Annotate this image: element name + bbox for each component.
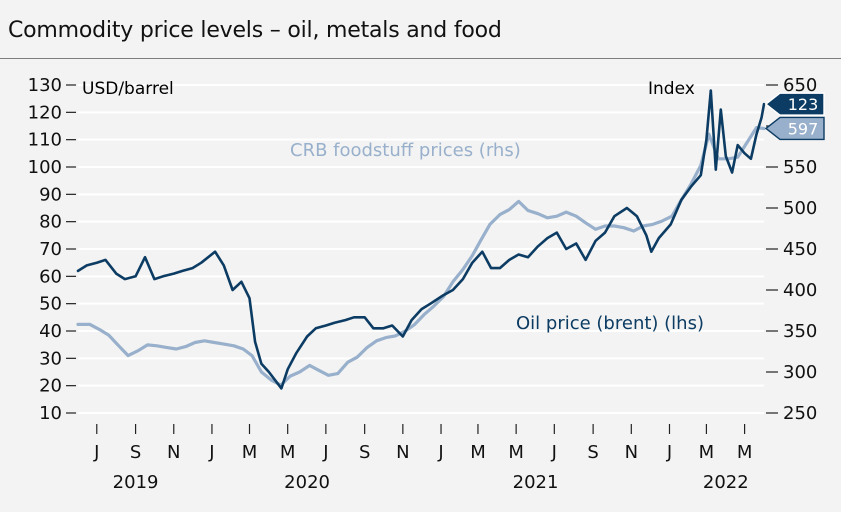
left-tick-label: 50 [39,294,62,315]
left-tick-label: 90 [39,184,62,205]
x-month-label: S [130,442,141,463]
chart-title: Commodity price levels – oil, metals and… [8,18,502,43]
end-label-value: 597 [788,119,819,138]
x-month-label: N [396,442,409,463]
x-month-label: M [699,442,715,463]
title-divider [0,58,841,59]
x-month-label: N [167,442,180,463]
x-month-label: J [208,442,214,463]
x-month-label: M [470,442,486,463]
x-month-label: J [322,442,328,463]
left-tick-label: 10 [39,403,62,424]
grid-lines [78,84,764,414]
x-month-label: M [737,442,753,463]
x-month-label: M [280,442,296,463]
left-tick-label: 130 [28,75,62,96]
x-year-label: 2022 [703,472,749,493]
series-lines [76,89,766,390]
x-month-label: J [437,442,443,463]
end-label-tag [764,116,825,141]
left-axis-ticks: 130 120 110 100 90 80 70 60 50 40 30 20 10 [28,75,76,424]
x-month-label: N [625,442,638,463]
x-month-label: J [93,442,99,463]
x-month-label: J [551,442,557,463]
right-tick-label: 400 [783,280,817,301]
x-month-label: S [359,442,370,463]
oil-series-label: Oil price (brent) (lhs) [516,313,704,334]
crb-foodstuff-line [76,126,766,387]
right-axis-unit: Index [648,79,695,99]
x-month-label: M [242,442,258,463]
left-tick-label: 110 [28,130,62,151]
right-tick-label: 450 [783,239,817,260]
right-tick-label: 250 [783,403,817,424]
oil-price-line [76,89,766,390]
end-label-value: 123 [788,95,819,114]
right-tick-label: 500 [783,198,817,219]
left-tick-label: 40 [39,321,62,342]
left-tick-label: 60 [39,266,62,287]
end-label-tag [764,92,825,116]
x-month-label: S [587,442,598,463]
left-tick-label: 30 [39,348,62,369]
left-tick-label: 100 [28,157,62,178]
crb-series-label: CRB foodstuff prices (rhs) [290,140,521,161]
left-tick-label: 120 [28,102,62,123]
left-tick-label: 20 [39,376,62,397]
oil-end-label: 123 [764,92,825,116]
crb-end-label: 597 [764,116,825,141]
x-year-label: 2020 [284,472,330,493]
right-tick-label: 650 [783,75,817,96]
x-month-label: M [508,442,524,463]
right-tick-label: 300 [783,362,817,383]
x-axis-ticks: J S N J M M J S N J M M J S N J M M 2019 2020 2021 2022 [93,424,752,493]
left-tick-label: 70 [39,239,62,260]
x-year-label: 2021 [513,472,559,493]
left-tick-label: 80 [39,212,62,233]
x-year-label: 2019 [113,472,159,493]
left-axis-unit: USD/barrel [82,79,174,99]
x-month-label: J [666,442,672,463]
right-tick-label: 350 [783,321,817,342]
right-tick-label: 550 [783,157,817,178]
